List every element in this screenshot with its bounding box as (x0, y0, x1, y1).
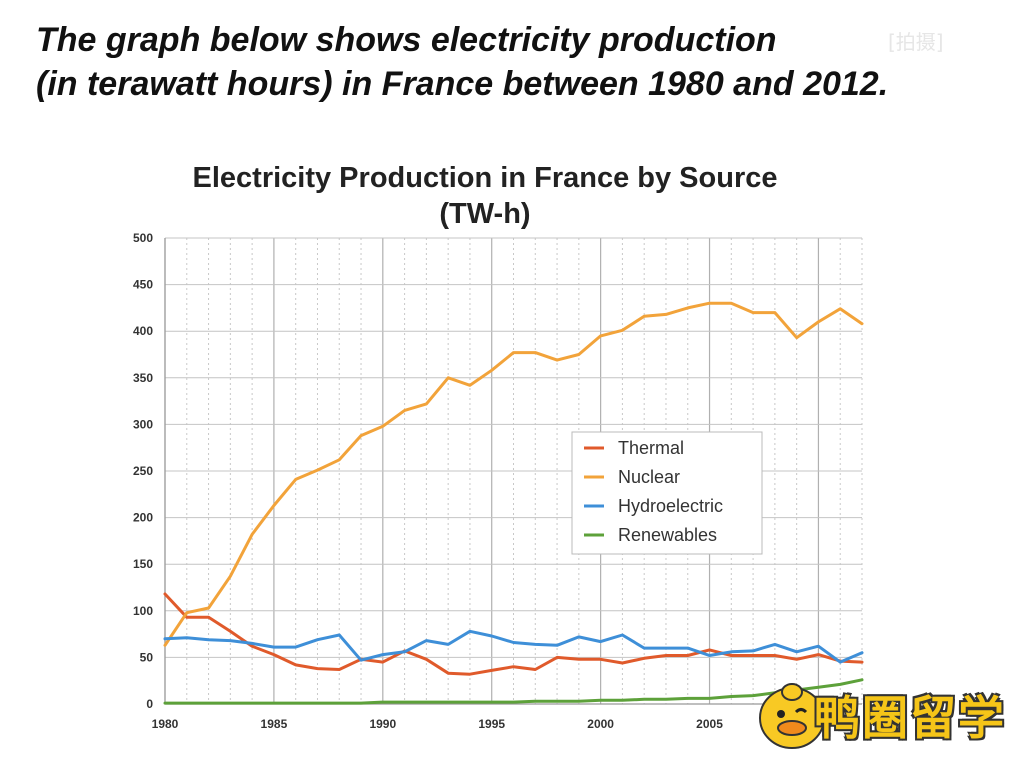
x-tick-label: 2005 (696, 717, 723, 731)
page-heading: The graph below shows electricity produc… (36, 18, 1026, 106)
legend-label: Thermal (618, 438, 684, 458)
heading-line-1: The graph below shows electricity produc… (36, 21, 777, 59)
x-tick-label: 1985 (261, 717, 288, 731)
y-tick-label: 150 (133, 557, 153, 571)
y-tick-label: 500 (133, 231, 153, 245)
chart-title: Electricity Production in France by Sour… (160, 160, 810, 232)
y-tick-label: 400 (133, 324, 153, 338)
y-tick-label: 350 (133, 371, 153, 385)
series-line-thermal (163, 592, 864, 676)
heading-line-2: (in terawatt hours) in France between 19… (36, 65, 889, 103)
x-tick-label: 1980 (152, 717, 179, 731)
x-tick-label: 2000 (587, 717, 614, 731)
y-tick-label: 50 (140, 650, 154, 664)
series-line-hydroelectric (163, 629, 864, 664)
y-tick-label: 0 (146, 697, 153, 711)
legend-box (571, 431, 763, 555)
y-tick-label: 300 (133, 417, 153, 431)
legend-label: Renewables (618, 525, 717, 545)
y-tick-label: 250 (133, 464, 153, 478)
chart-title-line-2: (TW-h) (439, 198, 531, 230)
corner-mark: [拍摄] (888, 30, 944, 54)
x-tick-label: 1995 (478, 717, 505, 731)
series-line-nuclear (163, 301, 864, 647)
y-tick-label: 450 (133, 278, 153, 292)
chart-title-line-1: Electricity Production in France by Sour… (192, 162, 778, 194)
legend-label: Nuclear (618, 467, 680, 487)
x-tick-label: 1990 (369, 717, 396, 731)
duck-mascot-icon (759, 683, 825, 749)
y-tick-label: 100 (133, 604, 153, 618)
watermark: 鸭圈留学 (752, 674, 1036, 752)
series-line-renewables (163, 678, 864, 705)
watermark-text: 鸭圈留学 (814, 691, 1006, 745)
y-tick-label: 200 (133, 511, 153, 525)
legend-label: Hydroelectric (618, 496, 723, 516)
